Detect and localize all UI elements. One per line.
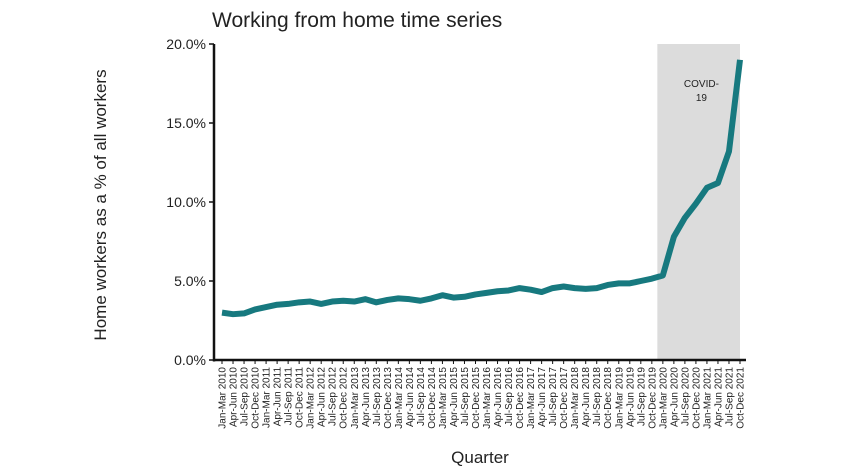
x-tick-label: Jul-Sep 2011 [284, 367, 295, 426]
x-tick-label: Jul-Sep 2014 [416, 367, 427, 426]
x-tick-label: Apr-Jun 2010 [229, 367, 240, 427]
x-tick-label: Oct-Dec 2010 [251, 367, 262, 429]
x-tick-label: Oct-Dec 2012 [339, 367, 350, 429]
y-tick-label: 15.0% [166, 115, 206, 131]
x-tick-label: Jan-Mar 2010 [218, 367, 229, 429]
x-tick-label: Jan-Mar 2012 [306, 367, 317, 429]
x-tick-label: Jan-Mar 2018 [570, 367, 581, 429]
x-tick-label: Apr-Jun 2013 [361, 367, 372, 427]
x-tick-label: Jan-Mar 2021 [702, 367, 713, 429]
x-tick-label: Apr-Jun 2017 [537, 367, 548, 427]
x-tick-label: Jan-Mar 2019 [614, 367, 625, 429]
x-tick-label: Oct-Dec 2017 [559, 367, 570, 429]
x-tick-label: Apr-Jun 2016 [493, 367, 504, 427]
x-tick-label: Apr-Jun 2019 [625, 367, 636, 427]
x-tick-label: Oct-Dec 2019 [647, 367, 658, 429]
x-tick-label: Jul-Sep 2015 [460, 367, 471, 426]
annotation: COVID- [684, 79, 719, 90]
x-tick-label: Oct-Dec 2018 [603, 367, 614, 429]
annotation: 19 [696, 93, 708, 104]
x-tick-label: Jan-Mar 2017 [526, 367, 537, 429]
x-tick-label: Jul-Sep 2017 [548, 367, 559, 426]
x-tick-label: Oct-Dec 2020 [691, 367, 702, 429]
x-tick-label: Jul-Sep 2020 [680, 367, 691, 426]
y-tick-label: 10.0% [166, 194, 206, 210]
y-tick-label: 20.0% [166, 36, 206, 52]
x-tick-label: Jan-Mar 2016 [482, 367, 493, 429]
x-tick-label: Jan-Mar 2014 [394, 367, 405, 429]
x-tick-label: Jul-Sep 2012 [328, 367, 339, 426]
x-tick-label: Oct-Dec 2016 [515, 367, 526, 429]
x-tick-label: Oct-Dec 2011 [295, 367, 306, 428]
x-tick-label: Jul-Sep 2019 [636, 367, 647, 426]
x-tick-label: Jul-Sep 2018 [592, 367, 603, 426]
y-tick-label: 0.0% [174, 352, 206, 368]
x-tick-label: Jul-Sep 2016 [504, 367, 515, 426]
x-tick-label: Apr-Jun 2021 [713, 367, 724, 427]
y-tick-label: 5.0% [174, 273, 206, 289]
data-line [221, 59, 743, 318]
y-axis-label: Home workers as a % of all workers [91, 69, 110, 340]
x-tick-label: Jul-Sep 2013 [372, 367, 383, 426]
x-axis-label: Quarter [451, 448, 509, 467]
x-tick-label: Apr-Jun 2011 [273, 367, 284, 427]
x-tick-label: Jan-Mar 2011 [262, 367, 273, 428]
x-tick-label: Oct-Dec 2013 [383, 367, 394, 429]
x-tick-label: Apr-Jun 2018 [581, 367, 592, 427]
x-tick-label: Jul-Sep 2021 [724, 367, 735, 426]
x-tick-label: Jan-Mar 2015 [438, 367, 449, 429]
x-tick-label: Jan-Mar 2013 [350, 367, 361, 429]
x-tick-label: Apr-Jun 2012 [317, 367, 328, 427]
x-tick-label: Jan-Mar 2020 [658, 367, 669, 429]
x-tick-label: Oct-Dec 2014 [427, 367, 438, 429]
x-tick-label: Oct-Dec 2015 [471, 367, 482, 429]
x-tick-label: Jul-Sep 2010 [240, 367, 251, 426]
x-tick-label: Apr-Jun 2015 [449, 367, 460, 427]
x-tick-label: Apr-Jun 2014 [405, 367, 416, 427]
chart-title: Working from home time series [212, 9, 502, 32]
x-tick-label: Oct-Dec 2021 [736, 367, 747, 429]
x-tick-label: Apr-Jun 2020 [669, 367, 680, 427]
